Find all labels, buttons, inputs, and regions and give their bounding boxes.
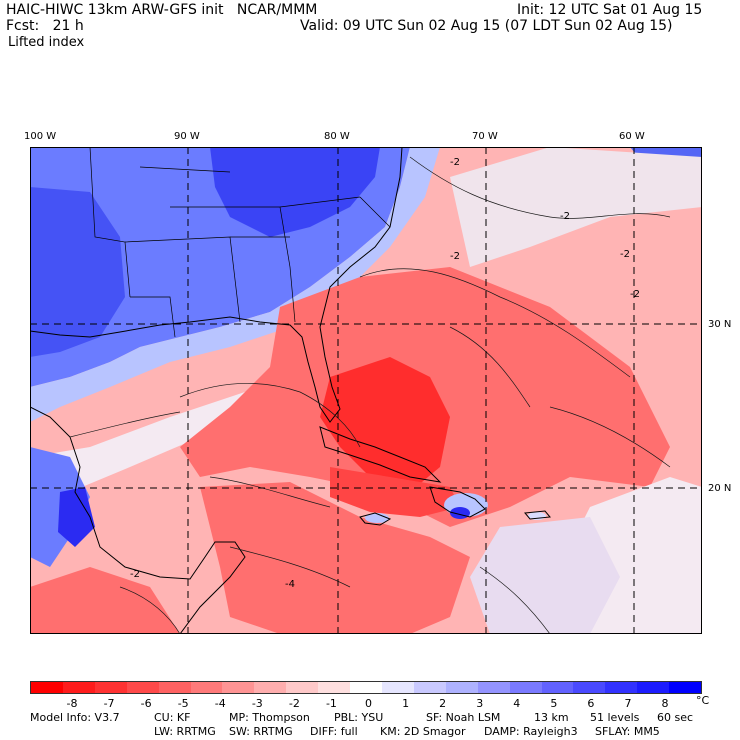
- contour-label: -2: [630, 289, 640, 300]
- model-info-km: KM: 2D Smagor: [380, 725, 466, 738]
- model-info-damp: DAMP: Rayleigh3: [484, 725, 578, 738]
- colorbar-segment: [62, 682, 95, 693]
- colorbar-label: 1: [402, 697, 410, 710]
- contour-label: -4: [285, 579, 295, 590]
- graticule: [30, 147, 702, 634]
- contours: [69, 156, 671, 634]
- model-info-timestep: 60 sec: [657, 711, 694, 724]
- colorbar-segment: [222, 682, 255, 693]
- model-info-levels: 51 levels: [590, 711, 640, 724]
- colorbar-label: 2: [439, 697, 447, 710]
- colorbar-segment: [509, 682, 542, 693]
- unstable-strong: [330, 467, 460, 517]
- colorbar-label: -1: [325, 697, 337, 710]
- map-plot: -2 -2 -2 -2 -2 -2 -4: [30, 147, 702, 634]
- model-info-pbl: PBL: YSU: [334, 711, 384, 724]
- colorbar-label: 0: [365, 697, 372, 710]
- model-info-res: 13 km: [534, 711, 569, 724]
- contour-label: -2: [130, 569, 140, 580]
- model-info-cu: CU: KF: [154, 711, 191, 724]
- light-east: [470, 517, 620, 634]
- colorbar-segment: [126, 682, 159, 693]
- lon-label: 80 W: [324, 131, 350, 142]
- colorbar-label: 5: [550, 697, 558, 710]
- coastlines: [30, 147, 551, 634]
- contour-label: -2: [450, 251, 460, 262]
- colorbar-label: 4: [513, 697, 521, 710]
- colorbar-segment: [158, 682, 191, 693]
- colorbar-label: -4: [214, 697, 226, 710]
- unstable-pacific: [30, 567, 180, 634]
- colorbar-segment: [94, 682, 127, 693]
- model-info-diff: DIFF: full: [310, 725, 358, 738]
- valid-time: Valid: 09 UTC Sun 02 Aug 15 (07 LDT Sun …: [300, 18, 673, 34]
- unstable-caribbean: [200, 482, 470, 634]
- colorbar-segment: [637, 682, 670, 693]
- colorbar-segment: [541, 682, 574, 693]
- colorbar: [30, 681, 702, 694]
- contour-label: -2: [560, 211, 570, 222]
- model-info-sw: SW: RRTMG: [229, 725, 293, 738]
- colorbar-label: -3: [251, 697, 263, 710]
- colorbar-label: 7: [624, 697, 632, 710]
- colorbar-label: -6: [140, 697, 152, 710]
- unstable-core: [320, 357, 450, 492]
- model-info-sf: SF: Noah LSM: [426, 711, 501, 724]
- chart-title: HAIC-HIWC 13km ARW-GFS init NCAR/MMM: [6, 2, 318, 18]
- init-time: Init: 12 UTC Sat 01 Aug 15: [517, 2, 703, 18]
- colorbar-segment: [318, 682, 351, 693]
- contour-label: -2: [620, 249, 630, 260]
- field-name: Lifted index: [8, 35, 85, 50]
- lon-label: 100 W: [24, 131, 57, 142]
- state-borders: [89, 147, 391, 338]
- contour-label: -2: [450, 157, 460, 168]
- colorbar-label: -7: [103, 697, 115, 710]
- colorbar-segment: [286, 682, 319, 693]
- lon-label: 70 W: [472, 131, 498, 142]
- colorbar-segment: [190, 682, 223, 693]
- stable-core: [210, 147, 380, 237]
- colorbar-label: -8: [66, 697, 78, 710]
- colorbar-segment: [413, 682, 446, 693]
- colorbar-segment: [31, 682, 63, 693]
- stable-cuba-spot: [365, 513, 389, 523]
- lat-label: 30 N: [708, 319, 732, 330]
- colorbar-segment: [350, 682, 382, 693]
- model-info-mp: MP: Thompson: [229, 711, 310, 724]
- colorbar-segment: [669, 682, 702, 693]
- lon-label: 60 W: [619, 131, 645, 142]
- colorbar-label: 8: [661, 697, 669, 710]
- colorbar-label: -5: [177, 697, 189, 710]
- stable-west: [30, 187, 125, 357]
- colorbar-segment: [381, 682, 414, 693]
- colorbar-segment: [605, 682, 638, 693]
- colorbar-label: 3: [476, 697, 484, 710]
- colorbar-segment: [477, 682, 510, 693]
- colorbar-label: 6: [587, 697, 595, 710]
- model-info-sflay: SFLAY: MM5: [595, 725, 660, 738]
- forecast-hour: Fcst: 21 h: [6, 18, 84, 34]
- map-frame: [30, 147, 702, 634]
- lat-label: 20 N: [708, 483, 732, 494]
- model-info-lw: LW: RRTMG: [154, 725, 216, 738]
- colorbar-segment: [445, 682, 478, 693]
- stable-mexico-core: [58, 487, 95, 547]
- colorbar-segment: [573, 682, 606, 693]
- lon-label: 90 W: [174, 131, 200, 142]
- stable-edge: [30, 147, 440, 422]
- neutral-atlantic: [450, 147, 702, 267]
- colorbar-segment: [254, 682, 287, 693]
- colorbar-label: -2: [288, 697, 300, 710]
- colorbar-unit: °C: [696, 694, 710, 707]
- model-info-version: Model Info: V3.7: [30, 711, 120, 724]
